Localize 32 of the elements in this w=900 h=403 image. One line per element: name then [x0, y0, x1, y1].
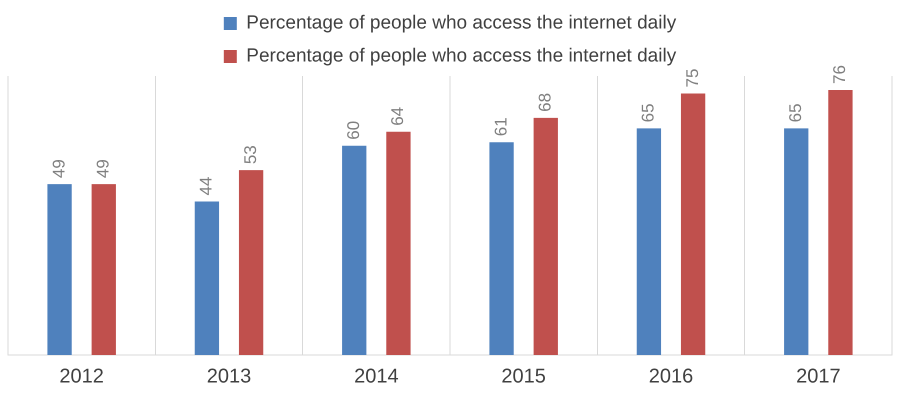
data-label: 65	[786, 103, 805, 122]
data-label: 49	[49, 159, 68, 178]
bar	[636, 128, 662, 355]
x-tick-label: 2013	[206, 366, 252, 388]
legend-label: Percentage of people who access the internet daily	[246, 46, 677, 67]
x-tick-label: 2017	[796, 366, 841, 388]
data-label: 44	[196, 176, 216, 196]
data-label: 68	[535, 92, 554, 112]
bar	[238, 170, 264, 355]
x-tick-label: 2014	[354, 366, 399, 388]
data-label: 64	[388, 106, 408, 126]
data-label: 76	[830, 65, 850, 84]
bar	[828, 90, 853, 355]
bar	[194, 202, 220, 355]
bar	[784, 128, 808, 355]
data-label: 61	[491, 117, 510, 136]
data-label: 65	[638, 103, 658, 122]
x-tick-label: 2012	[59, 366, 104, 388]
data-label: 75	[682, 68, 702, 88]
bar	[47, 184, 72, 355]
x-tick-label: 2016	[648, 366, 694, 388]
bar	[386, 132, 411, 355]
bar	[342, 146, 366, 355]
bar	[534, 118, 558, 355]
data-label: 53	[240, 145, 260, 164]
bar	[680, 93, 706, 355]
bar	[92, 184, 116, 355]
legend-label: Percentage of people who access the internet daily	[246, 12, 677, 34]
bar	[489, 142, 514, 355]
data-label: 49	[93, 159, 112, 178]
data-label: 60	[344, 120, 363, 140]
x-tick-label: 2015	[501, 366, 546, 388]
